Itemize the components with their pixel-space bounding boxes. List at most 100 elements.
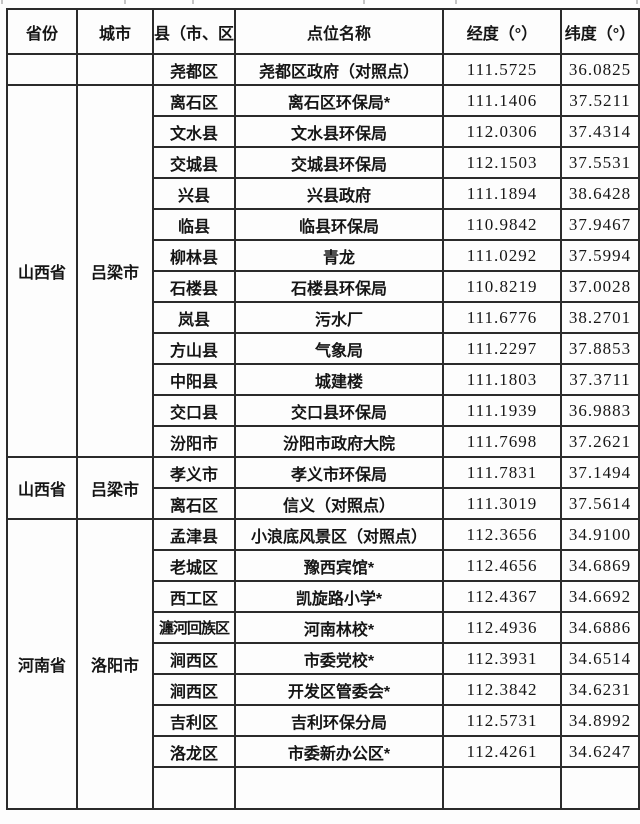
cell-site-name: 污水厂 — [234, 301, 444, 334]
cell-province — [6, 53, 78, 86]
cell-county: 中阳县 — [152, 363, 236, 396]
cell-latitude: 36.0825 — [560, 53, 640, 86]
column-header-latitude: 纬度（°） — [560, 8, 640, 55]
cell-site-name: 尧都区政府（对照点） — [234, 53, 444, 86]
cell-site-name: 市委党校* — [234, 642, 444, 675]
cell-site-name: 交口县环保局 — [234, 394, 444, 427]
column-header-county: 县（市、区） — [152, 8, 236, 55]
cell-longitude: 111.6776 — [442, 301, 562, 334]
cell-province: 山西省 — [6, 456, 78, 520]
cell-city: 吕梁市 — [76, 84, 154, 458]
cell-longitude: 111.5725 — [442, 53, 562, 86]
scan-artifact-tick — [636, 0, 638, 4]
table-row: 山西省 吕梁市 孝义市 孝义市环保局 111.7831 37.1494 — [6, 456, 640, 520]
table-row: 柳林县 青龙 111.0292 37.5994 — [7, 239, 640, 272]
cell-county: 瀍河回族区 — [152, 611, 236, 644]
cell-latitude: 37.5614 — [560, 487, 640, 520]
table-row-partial — [7, 766, 640, 810]
cell-latitude: 34.6231 — [560, 673, 640, 706]
table-row: 吉利区 吉利环保分局 112.5731 34.8992 — [7, 704, 640, 737]
cell-longitude: 111.3019 — [442, 487, 562, 520]
cell-longitude: 110.9842 — [442, 208, 562, 241]
cell-latitude: 37.5994 — [560, 239, 640, 272]
cell-county: 吉利区 — [152, 704, 236, 737]
table-row: 方山县 气象局 111.2297 37.8853 — [7, 332, 640, 365]
cell-latitude: 37.5531 — [560, 146, 640, 179]
cell-county: 离石区 — [152, 84, 236, 117]
cell-site-name: 石楼县环保局 — [234, 270, 444, 303]
cell-longitude: 111.7698 — [442, 425, 562, 458]
cell-latitude: 37.8853 — [560, 332, 640, 365]
cell-county: 文水县 — [152, 115, 236, 148]
cell-site-name: 市委新办公区* — [234, 735, 444, 768]
cell-site-name: 孝义市环保局 — [234, 456, 444, 489]
cell-county: 岚县 — [152, 301, 236, 334]
cell-site-name: 临县环保局 — [234, 208, 444, 241]
cell-county: 尧都区 — [152, 53, 236, 86]
cell-longitude: 112.4656 — [442, 549, 562, 582]
cell-longitude: 112.0306 — [442, 115, 562, 148]
cell-latitude: 34.6514 — [560, 642, 640, 675]
table-row: 交城县 交城县环保局 112.1503 37.5531 — [7, 146, 640, 179]
cell-site-name: 交城县环保局 — [234, 146, 444, 179]
cell-site-name: 开发区管委会* — [234, 673, 444, 706]
table-row: 中阳县 城建楼 111.1803 37.3711 — [7, 363, 640, 396]
cell-county: 涧西区 — [152, 673, 236, 706]
cell-latitude: 34.6692 — [560, 580, 640, 613]
cell-longitude: 112.4936 — [442, 611, 562, 644]
cell-site-name — [234, 766, 444, 810]
cell-longitude: 111.0292 — [442, 239, 562, 272]
cell-site-name: 小浪底风景区（对照点） — [234, 518, 444, 551]
cell-site-name: 文水县环保局 — [234, 115, 444, 148]
table-row: 瀍河回族区 河南林校* 112.4936 34.6886 — [7, 611, 640, 644]
cell-latitude: 38.2701 — [560, 301, 640, 334]
cell-city: 吕梁市 — [76, 456, 154, 520]
cell-latitude: 34.8992 — [560, 704, 640, 737]
table-row: 涧西区 市委党校* 112.3931 34.6514 — [7, 642, 640, 675]
cell-latitude: 37.4314 — [560, 115, 640, 148]
cell-county: 西工区 — [152, 580, 236, 613]
scan-artifact-tick — [455, 0, 457, 4]
cell-site-name: 凯旋路小学* — [234, 580, 444, 613]
cell-county: 涧西区 — [152, 642, 236, 675]
cell-longitude: 111.7831 — [442, 456, 562, 489]
scan-artifact-tick — [192, 0, 194, 4]
cell-longitude: 112.3931 — [442, 642, 562, 675]
cell-latitude: 37.1494 — [560, 456, 640, 489]
cell-site-name: 河南林校* — [234, 611, 444, 644]
cell-county: 兴县 — [152, 177, 236, 210]
table-row: 临县 临县环保局 110.9842 37.9467 — [7, 208, 640, 241]
cell-longitude: 112.3656 — [442, 518, 562, 551]
cell-site-name: 气象局 — [234, 332, 444, 365]
cell-county: 汾阳市 — [152, 425, 236, 458]
cell-longitude: 112.4367 — [442, 580, 562, 613]
table-row: 离石区 信义（对照点） 111.3019 37.5614 — [7, 487, 640, 520]
cell-longitude: 112.3842 — [442, 673, 562, 706]
cell-longitude: 111.1803 — [442, 363, 562, 396]
cell-longitude: 111.1894 — [442, 177, 562, 210]
table-row: 涧西区 开发区管委会* 112.3842 34.6231 — [7, 673, 640, 706]
table-row: 石楼县 石楼县环保局 110.8219 37.0028 — [7, 270, 640, 303]
table-row: 交口县 交口县环保局 111.1939 36.9883 — [7, 394, 640, 427]
table-row: 山西省 吕梁市 离石区 离石区环保局* 111.1406 37.5211 — [6, 84, 640, 458]
column-header-site-name: 点位名称 — [234, 8, 444, 55]
cell-longitude — [442, 766, 562, 810]
cell-latitude: 37.5211 — [560, 84, 640, 117]
cell-county — [152, 766, 236, 810]
cell-county: 孝义市 — [152, 456, 236, 489]
column-header-city: 城市 — [76, 8, 154, 55]
table-row: 西工区 凯旋路小学* 112.4367 34.6692 — [7, 580, 640, 613]
cell-latitude: 37.0028 — [560, 270, 640, 303]
cell-longitude: 110.8219 — [442, 270, 562, 303]
table-row: 尧都区 尧都区政府（对照点） 111.5725 36.0825 — [6, 53, 640, 86]
scan-artifact-tick — [1, 0, 3, 4]
cell-latitude: 38.6428 — [560, 177, 640, 210]
cell-latitude: 37.3711 — [560, 363, 640, 396]
cell-site-name: 汾阳市政府大院 — [234, 425, 444, 458]
cell-site-name: 青龙 — [234, 239, 444, 272]
cell-site-name: 城建楼 — [234, 363, 444, 396]
cell-site-name: 兴县政府 — [234, 177, 444, 210]
table-row: 兴县 兴县政府 111.1894 38.6428 — [7, 177, 640, 210]
table-row: 文水县 文水县环保局 112.0306 37.4314 — [7, 115, 640, 148]
